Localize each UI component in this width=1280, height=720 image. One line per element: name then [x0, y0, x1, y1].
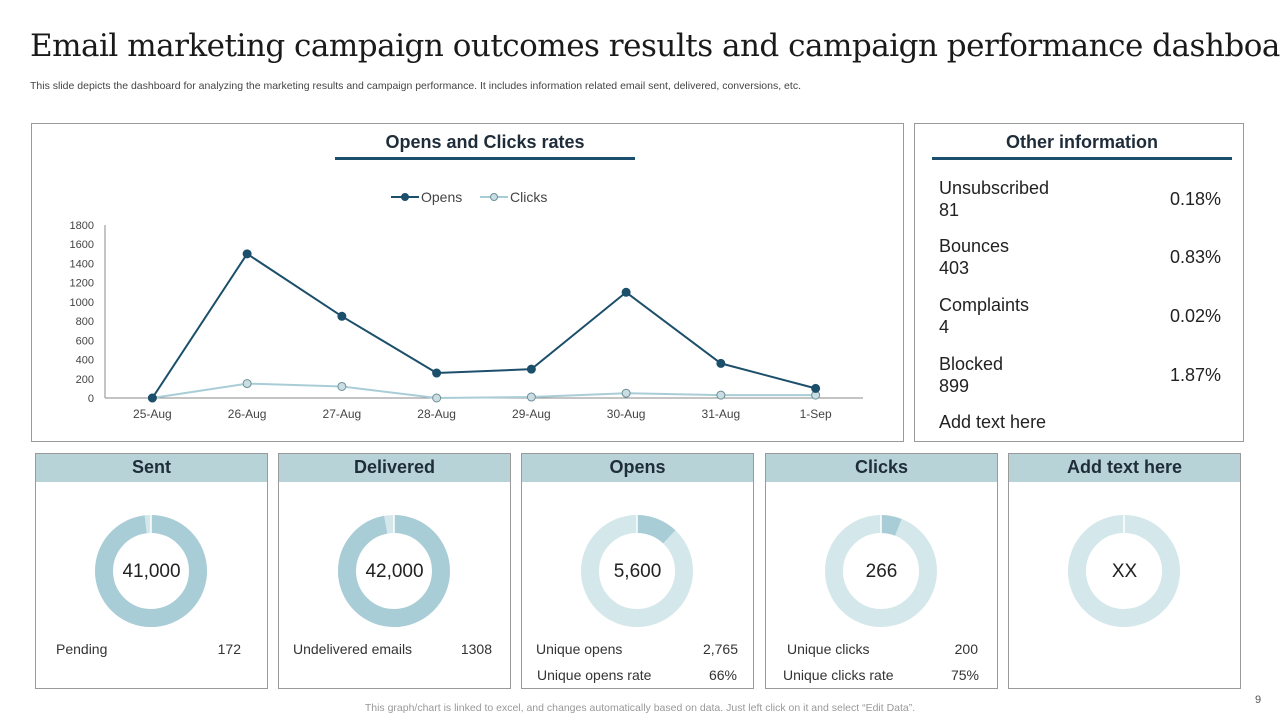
opens-point — [337, 311, 347, 321]
clicks-point — [337, 381, 347, 391]
info-label: Bounces — [939, 236, 1010, 256]
card-title: Add text here — [1009, 454, 1240, 482]
clicks-donut — [825, 515, 937, 627]
y-tick-label: 800 — [76, 316, 94, 328]
stat-label: Unique opens — [536, 641, 623, 657]
opens-point — [621, 287, 631, 297]
stat-label: Unique clicks — [787, 641, 870, 657]
x-tick-label: 1-Sep — [800, 407, 832, 421]
opens-clicks-chart: 0 200 400 600 800 1000 1200 1400 1600 1800 25-Aug 2… — [70, 189, 863, 421]
info-count: 4 — [939, 317, 950, 337]
y-tick-label: 200 — [76, 374, 94, 386]
stat-value: 75% — [950, 667, 979, 683]
info-count: 403 — [939, 258, 970, 278]
placeholder-donut — [1068, 515, 1180, 627]
chart-panel: Opens and Clicks rates 0 200 400 600 800 1000… — [31, 123, 904, 442]
card-value: XX — [1111, 561, 1138, 582]
chart-heading-underline — [335, 157, 635, 160]
stat-label: Undelivered emails — [293, 641, 413, 657]
stat-value: 1308 — [460, 641, 492, 657]
page-subtitle: This slide depicts the dashboard for ana… — [30, 80, 801, 92]
sent-donut — [95, 515, 207, 627]
opens-point — [242, 249, 252, 259]
card-title: Clicks — [766, 454, 997, 482]
delivered-donut — [338, 515, 450, 627]
info-heading: Other information — [1006, 132, 1158, 152]
legend-opens-marker — [401, 193, 409, 201]
clicks-point — [526, 392, 536, 402]
clicks-line — [152, 382, 816, 400]
info-heading-underline — [932, 157, 1232, 160]
page-title: Email marketing campaign outcomes result… — [30, 28, 1280, 64]
clicks-point — [242, 379, 252, 389]
opens-point — [716, 358, 726, 368]
opens-donut — [581, 515, 693, 627]
info-count: 81 — [939, 200, 960, 220]
card-value: 41,000 — [122, 561, 181, 582]
stat-value: 172 — [217, 641, 241, 657]
opens-point — [526, 364, 536, 374]
info-percent: 0.02% — [1169, 306, 1221, 326]
footer-note: This graph/chart is linked to excel, and… — [364, 702, 916, 714]
stat-value: 66% — [708, 667, 737, 683]
card-title: Delivered — [279, 454, 510, 482]
x-tick-label: 29-Aug — [512, 407, 551, 421]
x-tick-label: 28-Aug — [417, 407, 456, 421]
other-info-panel: Other information Unsubscribed 81 0.18% … — [914, 123, 1244, 442]
info-percent: 0.18% — [1169, 189, 1221, 209]
card-value: 266 — [865, 561, 898, 582]
y-tick-label: 1800 — [70, 220, 94, 232]
y-tick-label: 600 — [76, 335, 94, 347]
legend-clicks-marker — [490, 193, 498, 201]
stat-label: Unique opens rate — [537, 667, 652, 683]
x-tick-label: 27-Aug — [323, 407, 362, 421]
clicks-point — [432, 393, 442, 403]
info-label: Unsubscribed — [939, 178, 1050, 198]
card-title: Opens — [522, 454, 753, 482]
page-number: 9 — [1255, 694, 1262, 706]
card-value: 42,000 — [365, 561, 424, 582]
info-percent: 0.83% — [1169, 247, 1221, 267]
legend-opens-label: Opens — [421, 189, 462, 205]
info-label: Complaints — [939, 295, 1030, 315]
info-count: 899 — [939, 376, 970, 396]
info-percent: 1.87% — [1169, 365, 1221, 385]
stat-value: 2,765 — [702, 641, 738, 657]
card-title: Sent — [36, 454, 267, 482]
card-delivered: Delivered 42,000 Undelivered emails 1308 — [278, 453, 511, 689]
stat-value: 200 — [954, 641, 978, 657]
stat-label: Unique clicks rate — [783, 667, 894, 683]
info-row-unsubscribed: Unsubscribed 81 0.18% — [939, 177, 1221, 221]
legend-clicks-label: Clicks — [510, 189, 547, 205]
info-row-bounces: Bounces 403 0.83% — [939, 235, 1221, 279]
info-label: Blocked — [939, 354, 1004, 374]
card-sent: Sent 41,000 Pending 172 — [35, 453, 268, 689]
y-tick-label: 0 — [88, 393, 94, 405]
y-tick-label: 1200 — [70, 278, 94, 290]
info-extra-text: Add text here — [939, 412, 1047, 432]
opens-line — [151, 252, 816, 399]
y-tick-label: 1400 — [70, 258, 94, 270]
card-value: 5,600 — [613, 561, 662, 582]
x-tick-label: 25-Aug — [133, 407, 172, 421]
stat-label: Pending — [56, 641, 108, 657]
x-tick-label: 30-Aug — [607, 407, 646, 421]
y-tick-label: 400 — [76, 355, 94, 367]
info-row-complaints: Complaints 4 0.02% — [939, 294, 1221, 338]
info-row-blocked: Blocked 899 1.87% — [939, 353, 1221, 397]
card-opens: Opens 5,600 Unique opens 2,765 Unique op… — [521, 453, 754, 689]
x-tick-label: 31-Aug — [702, 407, 741, 421]
clicks-point — [716, 390, 726, 400]
clicks-point — [621, 388, 631, 398]
y-tick-label: 1000 — [70, 297, 94, 309]
opens-point — [147, 393, 157, 403]
opens-point — [811, 383, 821, 393]
opens-point — [432, 368, 442, 378]
x-tick-label: 26-Aug — [228, 407, 267, 421]
chart-heading: Opens and Clicks rates — [385, 132, 585, 152]
card-placeholder: Add text here XX — [1008, 453, 1241, 689]
card-clicks: Clicks 266 Unique clicks 200 Unique clic… — [765, 453, 998, 689]
y-tick-label: 1600 — [70, 239, 94, 251]
